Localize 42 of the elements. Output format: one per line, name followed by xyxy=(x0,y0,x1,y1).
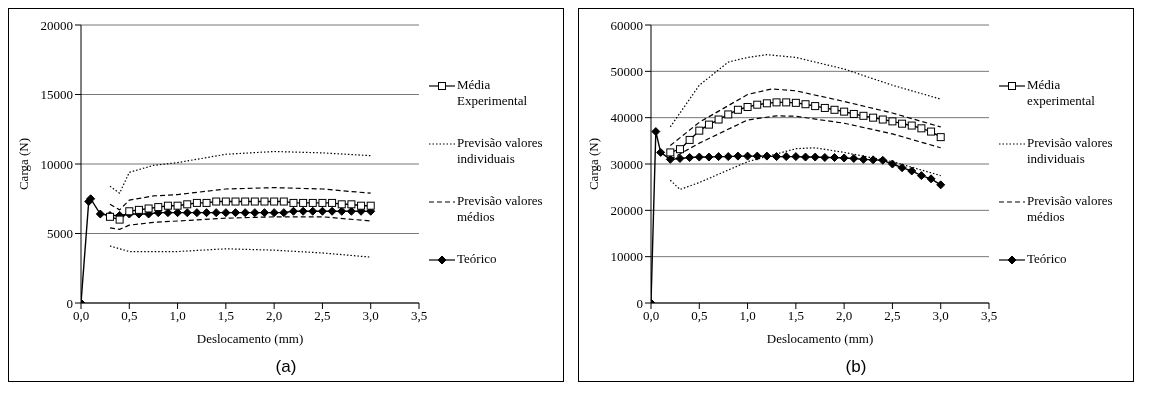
legend-label: Previsão valores individuais xyxy=(457,135,544,167)
y-tick-label: 0 xyxy=(636,295,643,311)
y-tick-label: 50000 xyxy=(610,63,643,79)
y-tick-label: 5000 xyxy=(47,226,73,242)
x-tick-label: 3,0 xyxy=(362,308,379,324)
x-tick-label: 1,0 xyxy=(739,308,756,324)
y-tick-label: 10000 xyxy=(610,249,643,265)
y-tick-label: 40000 xyxy=(610,110,643,126)
y-axis-title: Carga (N) xyxy=(15,137,31,191)
y-tick-label: 20000 xyxy=(40,17,73,33)
x-tick-label: 0,5 xyxy=(691,308,708,324)
legend-label: Previsão valores médios xyxy=(457,193,544,225)
x-tick-label: 1,5 xyxy=(787,308,804,324)
x-axis-title: Deslocamento (mm) xyxy=(196,331,304,346)
legend-label: Teórico xyxy=(457,251,498,267)
x-tick-label: 3,5 xyxy=(980,308,998,324)
x-tick-label: 3,5 xyxy=(410,308,428,324)
x-tick-label: 2,0 xyxy=(266,308,283,324)
y-tick-label: 15000 xyxy=(40,87,73,103)
x-tick-label: 1,5 xyxy=(217,308,234,324)
legend-label: Previsão valores individuais xyxy=(1027,135,1114,167)
y-tick-label: 0 xyxy=(66,295,73,311)
x-tick-label: 2,0 xyxy=(836,308,853,324)
legend-label: Teórico xyxy=(1027,251,1068,267)
y-tick-label: 60000 xyxy=(610,17,643,33)
x-tick-label: 0,0 xyxy=(72,308,90,324)
y-axis-title: Carga (N) xyxy=(585,137,601,191)
legend-label: Média experimental xyxy=(1027,77,1096,109)
y-tick-label: 10000 xyxy=(40,156,73,172)
x-tick-label: 3,0 xyxy=(932,308,949,324)
y-tick-label: 30000 xyxy=(610,156,643,172)
legend-label: Média Experimental xyxy=(457,77,529,109)
x-axis-title: Deslocamento (mm) xyxy=(766,331,874,346)
x-tick-label: 2,5 xyxy=(884,308,901,324)
text: (b) xyxy=(844,357,868,377)
x-tick-label: 1,0 xyxy=(169,308,186,324)
x-tick-label: 0,0 xyxy=(642,308,660,324)
y-tick-label: 20000 xyxy=(610,202,643,218)
text: (a) xyxy=(274,357,298,377)
x-tick-label: 2,5 xyxy=(314,308,331,324)
x-tick-label: 0,5 xyxy=(121,308,138,324)
legend-label: Previsão valores médios xyxy=(1027,193,1114,225)
